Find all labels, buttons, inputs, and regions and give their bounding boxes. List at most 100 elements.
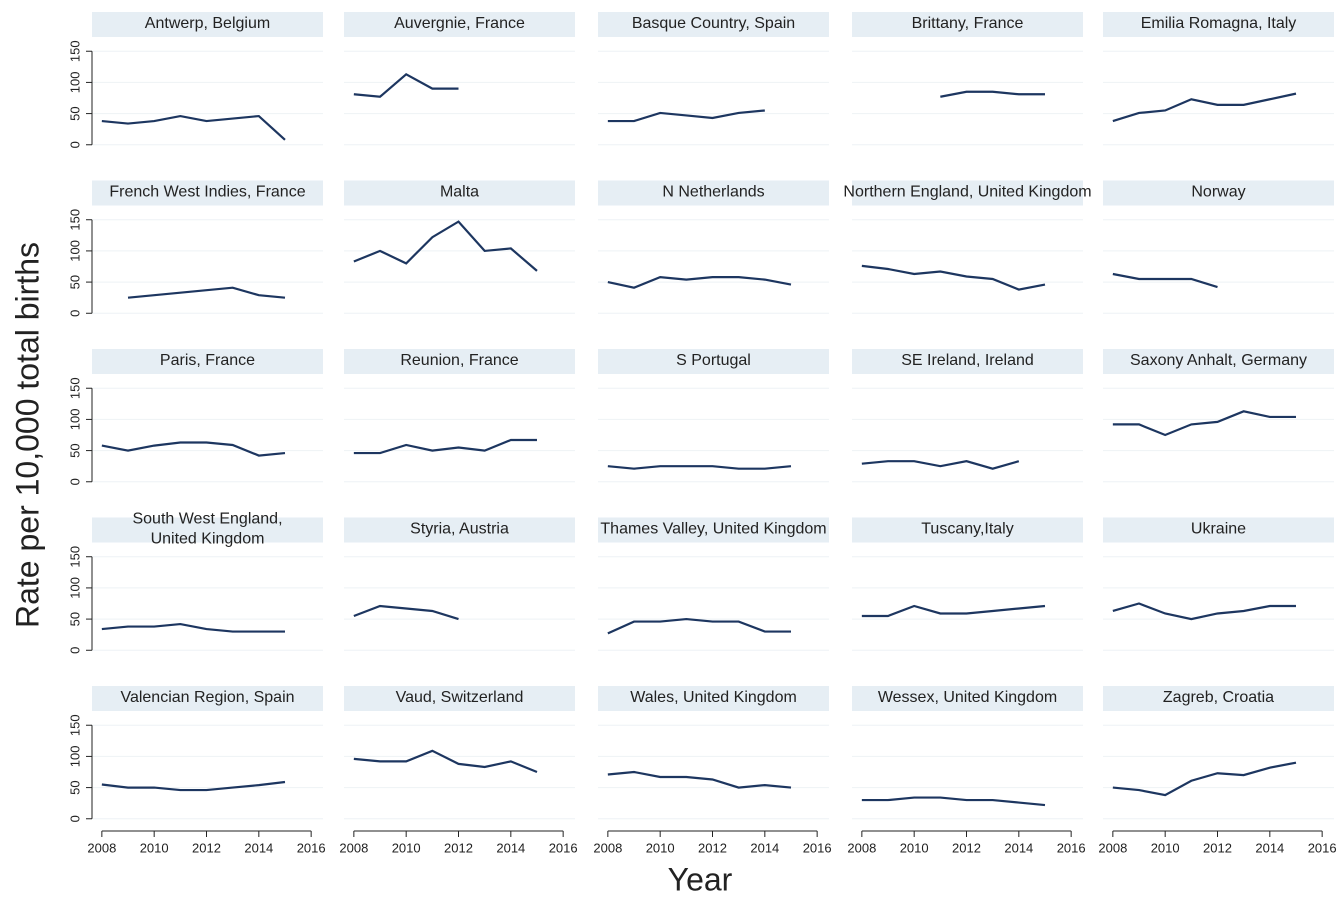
- x-tick-label: 2016: [1057, 840, 1086, 855]
- strip-title: Thames Valley, United Kingdom: [600, 521, 826, 538]
- strip-title: Antwerp, Belgium: [145, 15, 270, 32]
- x-tick-label: 2008: [87, 840, 116, 855]
- x-tick-label: 2012: [444, 840, 473, 855]
- strip-title: Emilia Romagna, Italy: [1141, 15, 1297, 32]
- data-line: [353, 220, 538, 272]
- strip-title: Ukraine: [1191, 521, 1246, 538]
- data-line: [1112, 272, 1218, 289]
- data-line: [101, 441, 286, 457]
- strip-title: N Netherlands: [662, 184, 764, 201]
- strip-title: Malta: [440, 184, 479, 201]
- strip: [852, 686, 1083, 711]
- data-line: [607, 770, 792, 789]
- y-tick-label: 50: [67, 443, 82, 457]
- data-line: [1112, 92, 1297, 123]
- strip-title: Norway: [1191, 184, 1245, 201]
- data-line: [607, 275, 792, 289]
- strip: [1103, 349, 1334, 374]
- x-tick-label: 2008: [847, 840, 876, 855]
- strip: [92, 349, 323, 374]
- x-tick-label: 2012: [192, 840, 221, 855]
- x-tick-label: 2016: [297, 840, 326, 855]
- x-tick-label: 2014: [1004, 840, 1033, 855]
- strip: [344, 349, 575, 374]
- y-tick-label: 150: [67, 209, 82, 231]
- y-tick-label: 100: [67, 72, 82, 94]
- data-line: [1112, 410, 1296, 437]
- data-line: [1112, 602, 1296, 621]
- x-tick-label: 2008: [1098, 840, 1127, 855]
- strip-title: Styria, Austria: [410, 521, 509, 538]
- data-line: [353, 604, 459, 621]
- strip: [344, 686, 575, 711]
- y-tick-label: 0: [67, 141, 82, 148]
- data-line: [861, 264, 1046, 291]
- y-tick-label: 0: [67, 815, 82, 822]
- x-tick-label: 2014: [244, 840, 273, 855]
- data-line: [101, 114, 286, 141]
- strip-title: Brittany, France: [912, 15, 1024, 32]
- data-line: [861, 460, 1020, 470]
- strip: [1103, 12, 1334, 37]
- x-tick-label: 2016: [1308, 840, 1337, 855]
- x-tick-label: 2012: [952, 840, 981, 855]
- x-tick-label: 2012: [698, 840, 727, 855]
- y-tick-label: 50: [67, 106, 82, 120]
- strip: [598, 349, 829, 374]
- x-tick-label: 2010: [646, 840, 675, 855]
- x-tick-label: 2014: [496, 840, 525, 855]
- strip: [344, 517, 575, 543]
- strip-title: Auvergnie, France: [394, 15, 525, 32]
- data-line: [607, 109, 765, 123]
- y-tick-label: 0: [67, 647, 82, 654]
- strip-title: Paris, France: [160, 352, 255, 369]
- strip: [344, 180, 575, 206]
- strip: [852, 12, 1083, 37]
- data-line: [353, 438, 537, 455]
- data-line: [1112, 761, 1297, 797]
- strip: [92, 180, 323, 206]
- y-tick-label: 0: [67, 310, 82, 317]
- x-tick-label: 2014: [1255, 840, 1284, 855]
- strip-title: French West Indies, France: [109, 184, 305, 201]
- strip: [852, 517, 1083, 543]
- x-tick-label: 2010: [140, 840, 169, 855]
- data-line: [861, 604, 1046, 618]
- data-line: [607, 617, 791, 635]
- y-tick-label: 50: [67, 275, 82, 289]
- strip: [598, 686, 829, 711]
- strip-title: Wessex, United Kingdom: [878, 689, 1057, 706]
- strip: [1103, 180, 1334, 206]
- strip-title: Zagreb, Croatia: [1163, 689, 1274, 706]
- strip-title: Northern England, United Kingdom: [843, 184, 1091, 201]
- y-tick-label: 0: [67, 478, 82, 485]
- strip-title: Valencian Region, Spain: [120, 689, 294, 706]
- strip: [1103, 517, 1334, 543]
- strip: [344, 12, 575, 37]
- data-line: [101, 780, 286, 792]
- x-axis-title: Year: [668, 861, 733, 897]
- strip: [598, 12, 829, 37]
- strip: [852, 180, 1083, 206]
- x-tick-label: 2008: [339, 840, 368, 855]
- x-tick-label: 2010: [900, 840, 929, 855]
- strip-title: Reunion, France: [400, 352, 518, 369]
- strip-title: Vaud, Switzerland: [396, 689, 524, 706]
- y-tick-label: 100: [67, 746, 82, 768]
- strip: [92, 517, 323, 543]
- data-line: [353, 72, 459, 98]
- strip-title: S Portugal: [676, 352, 751, 369]
- data-line: [607, 465, 792, 470]
- x-tick-label: 2008: [593, 840, 622, 855]
- strip-title: South West England, United Kingdom: [132, 511, 282, 548]
- y-tick-label: 50: [67, 780, 82, 794]
- strip: [1103, 686, 1334, 711]
- data-line: [940, 90, 1045, 98]
- y-tick-label: 50: [67, 612, 82, 626]
- data-line: [127, 286, 286, 299]
- strip: [598, 180, 829, 206]
- y-tick-label: 100: [67, 577, 82, 599]
- strip: [92, 12, 323, 37]
- x-tick-label: 2010: [1151, 840, 1180, 855]
